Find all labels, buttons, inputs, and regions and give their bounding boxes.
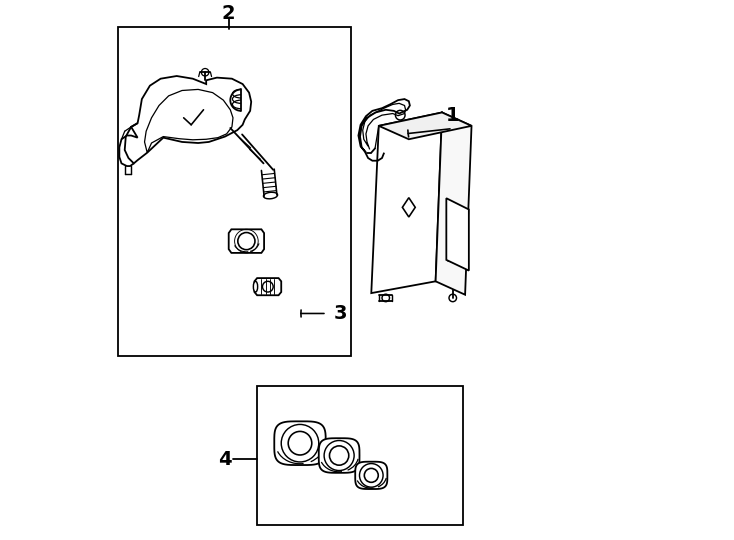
Polygon shape — [446, 198, 469, 271]
Polygon shape — [355, 462, 388, 489]
Text: 3: 3 — [334, 304, 347, 323]
Polygon shape — [435, 112, 471, 295]
Ellipse shape — [253, 281, 258, 292]
Polygon shape — [275, 421, 326, 465]
Polygon shape — [358, 99, 410, 153]
Polygon shape — [319, 438, 360, 473]
Bar — [257, 386, 463, 525]
Bar — [117, 26, 351, 356]
Text: 1: 1 — [446, 106, 459, 125]
Polygon shape — [379, 112, 471, 139]
Text: 2: 2 — [222, 4, 236, 23]
Text: 4: 4 — [218, 450, 232, 469]
Polygon shape — [371, 112, 442, 293]
